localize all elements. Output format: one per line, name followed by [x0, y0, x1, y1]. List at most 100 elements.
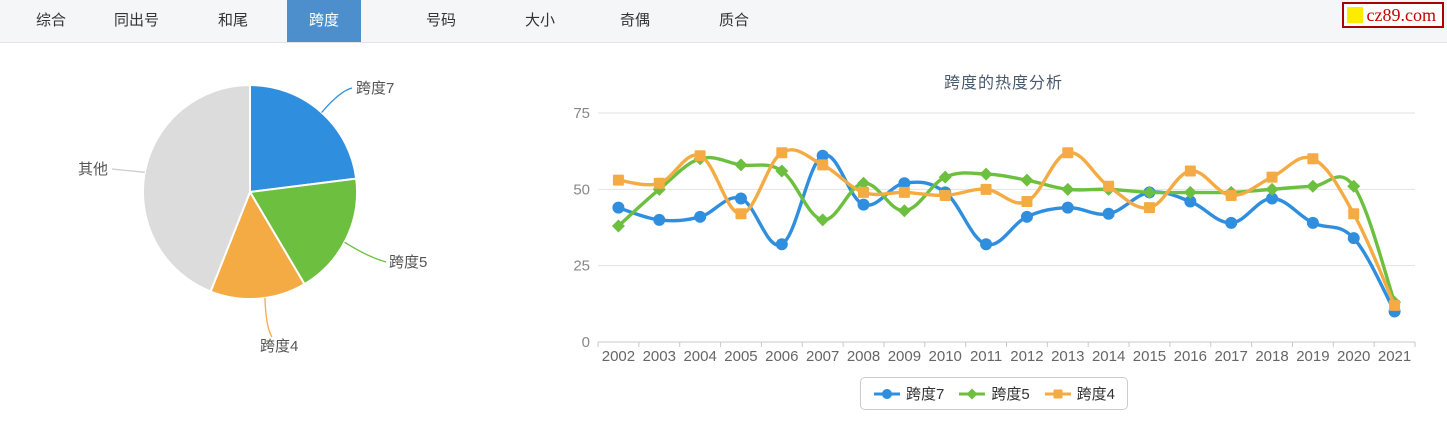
data-point-square — [1225, 189, 1237, 201]
x-tick-label-2013: 2013 — [1051, 348, 1084, 365]
tab-bar: 综合 同出号 和尾 跨度 号码 大小 奇偶 质合 — [0, 0, 1447, 43]
data-point-square — [1143, 202, 1155, 214]
data-point-circle — [1020, 210, 1033, 223]
x-tick-label-2019: 2019 — [1296, 348, 1329, 365]
series-line-0 — [616, 153, 1397, 314]
x-tick-label-2006: 2006 — [765, 348, 798, 365]
pie-slice-1[interactable] — [248, 177, 358, 286]
data-point-diamond — [775, 164, 789, 178]
data-point-circle — [1102, 207, 1115, 220]
data-point-square — [612, 174, 624, 186]
data-point-square — [776, 147, 788, 159]
data-point-circle — [1061, 201, 1074, 214]
line-series-2 — [612, 147, 1401, 311]
x-tick-label-2015: 2015 — [1133, 348, 1166, 365]
logo-yellow-square-icon — [1346, 7, 1363, 23]
pie-label-2: 跨度4 — [260, 338, 298, 355]
data-point-circle — [775, 238, 788, 251]
data-point-square — [939, 189, 951, 201]
x-tick-label-2016: 2016 — [1174, 348, 1207, 365]
x-tick-label-2009: 2009 — [888, 348, 921, 365]
series-line-2 — [616, 148, 1397, 308]
span-heat-line-chart: 跨度的热度分析 0 25 50 75 2002 2003 2004 2005 2006 2007 2… — [560, 43, 1447, 431]
data-point-diamond — [1020, 173, 1034, 187]
data-point-circle — [734, 192, 747, 205]
data-point-diamond — [1183, 185, 1197, 199]
pie-label-line-3 — [111, 168, 145, 173]
logo-text: cz89.com — [1366, 5, 1436, 25]
data-point-square — [735, 208, 747, 220]
chart-title: 跨度的热度分析 — [943, 75, 1063, 92]
pie-label-line-0 — [321, 87, 353, 113]
legend-marker-circle-icon — [873, 388, 900, 399]
pie-label-line-2 — [264, 297, 273, 338]
data-point-diamond — [734, 158, 748, 172]
legend-item-2[interactable]: 跨度4 — [1044, 383, 1115, 404]
pie-chart-canvas: 跨度7 跨度5 跨度4 其他 — [78, 80, 427, 355]
data-point-circle — [980, 238, 993, 251]
data-point-circle — [1184, 195, 1197, 208]
y-tick-label-50: 50 — [573, 181, 590, 198]
data-point-circle — [1347, 232, 1360, 245]
data-point-diamond — [611, 219, 625, 233]
data-point-circle — [653, 213, 666, 226]
data-point-diamond — [1347, 179, 1361, 193]
data-point-diamond — [979, 167, 993, 181]
data-point-circle — [1266, 192, 1279, 205]
pie-slice-3[interactable] — [141, 83, 251, 293]
x-tick-label-2014: 2014 — [1092, 348, 1125, 365]
data-point-square — [1184, 165, 1196, 177]
data-point-diamond — [938, 170, 952, 184]
data-point-square — [1062, 147, 1074, 159]
data-point-circle — [1225, 216, 1238, 229]
data-point-square — [1103, 180, 1115, 192]
nav-tab-2[interactable]: 和尾 — [218, 12, 249, 29]
legend-item-1[interactable]: 跨度5 — [958, 383, 1030, 404]
x-tick-label-2020: 2020 — [1337, 348, 1370, 365]
legend-label-0: 跨度7 — [905, 386, 945, 403]
data-point-square — [1266, 171, 1278, 183]
data-point-circle — [898, 177, 911, 190]
data-point-diamond — [1306, 179, 1320, 193]
data-point-diamond — [1061, 182, 1075, 196]
legend-item-0[interactable]: 跨度7 — [873, 383, 944, 404]
data-point-square — [980, 183, 992, 195]
data-point-square — [898, 186, 910, 198]
data-point-circle — [694, 210, 707, 223]
pie-label-3: 其他 — [78, 161, 108, 178]
x-tick-label-2008: 2008 — [847, 348, 880, 365]
data-point-diamond — [1142, 185, 1156, 199]
x-tick-label-2018: 2018 — [1255, 348, 1288, 365]
legend-label-2: 跨度4 — [1076, 386, 1116, 403]
nav-tab-1[interactable]: 同出号 — [114, 12, 160, 29]
legend-marker-diamond-icon — [959, 388, 986, 399]
site-logo[interactable]: cz89.com — [1341, 2, 1444, 28]
data-point-square — [1021, 196, 1033, 208]
data-point-diamond — [897, 204, 911, 218]
data-point-diamond — [857, 176, 871, 190]
data-point-square — [1348, 208, 1360, 220]
data-point-square — [653, 177, 665, 189]
nav-tab-0[interactable]: 综合 — [36, 12, 67, 29]
nav-tab-6[interactable]: 奇偶 — [620, 12, 651, 29]
pie-label-line-1 — [344, 241, 387, 263]
y-tick-label-25: 25 — [573, 258, 590, 275]
pie-slice-2[interactable] — [209, 189, 306, 301]
data-point-circle — [1306, 216, 1319, 229]
line-chart-canvas: 0 25 50 75 2002 2003 2004 2005 2006 2007 2008 2009 2… — [573, 105, 1416, 365]
data-point-square — [694, 150, 706, 162]
data-point-circle — [612, 201, 625, 214]
pie-slice-0[interactable] — [249, 83, 358, 194]
pie-label-1: 跨度5 — [389, 254, 427, 271]
x-tick-label-2017: 2017 — [1214, 348, 1247, 365]
nav-tab-5[interactable]: 大小 — [525, 12, 556, 29]
x-tick-label-2021: 2021 — [1378, 348, 1411, 365]
legend-marker-square-icon — [1044, 389, 1071, 398]
nav-tab-7[interactable]: 质合 — [719, 12, 750, 29]
nav-tab-4[interactable]: 号码 — [426, 12, 457, 29]
line-series-1 — [611, 152, 1402, 309]
legend-label-1: 跨度5 — [991, 386, 1030, 403]
nav-tab-3-active[interactable]: 跨度 — [287, 0, 362, 42]
data-point-diamond — [816, 213, 830, 227]
x-tick-label-2004: 2004 — [683, 348, 716, 365]
